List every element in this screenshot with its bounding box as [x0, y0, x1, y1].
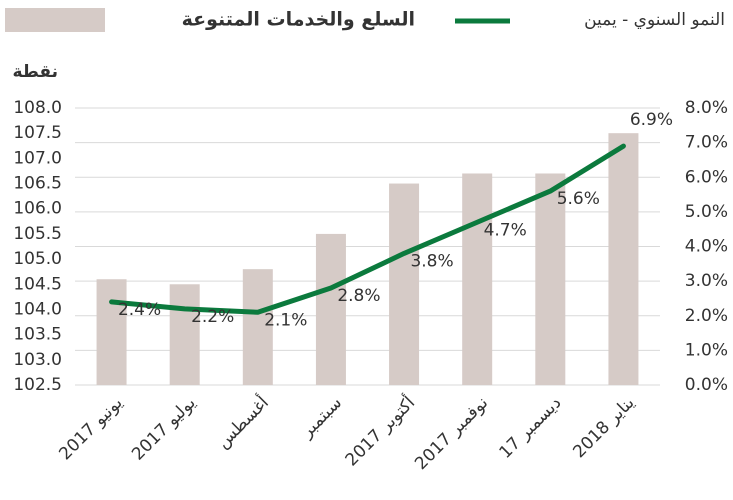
- bar: [389, 183, 420, 385]
- legend-label: السلع والخدمات المتنوعة: [182, 9, 415, 31]
- data-label: 4.7%: [484, 220, 527, 240]
- legend-swatch: [5, 8, 105, 32]
- y-tick-label: 104.0: [13, 299, 62, 319]
- line: [109, 143, 626, 315]
- bar: [462, 173, 493, 385]
- x-tick-label: أغسطس: [212, 392, 273, 453]
- y-tick-label: 107.0: [13, 148, 62, 168]
- bar: [535, 173, 566, 385]
- x-tick-label: يونيو 2017: [55, 393, 126, 464]
- x-tick-label: يناير 2018: [569, 393, 638, 462]
- y2-tick-label: 4.0%: [685, 237, 728, 257]
- data-label: 2.1%: [264, 310, 307, 330]
- y2-tick-label: 7.0%: [685, 133, 728, 153]
- y-tick-label: 108.0: [13, 98, 62, 118]
- x-tick-label: سبتمبر: [297, 393, 346, 442]
- y2-tick-label: 8.0%: [685, 98, 728, 118]
- y2-tick-label: 1.0%: [685, 340, 728, 360]
- x-tick-label: نوفمبر 2017: [411, 393, 492, 474]
- y2-tick-label: 0.0%: [685, 375, 728, 395]
- data-label: 6.9%: [630, 110, 673, 130]
- y-tick-label: 102.5: [13, 375, 62, 395]
- y-tick-label: 103.0: [13, 350, 62, 370]
- y-tick-label: 105.0: [13, 249, 62, 269]
- data-label: 2.4%: [118, 300, 161, 320]
- y-tick-label: 107.5: [13, 123, 62, 143]
- y2-tick-label: 2.0%: [685, 306, 728, 326]
- bar: [96, 279, 127, 385]
- y-axis-label: نقطة: [13, 62, 59, 82]
- bar: [169, 284, 200, 385]
- data-label: 2.8%: [337, 286, 380, 306]
- data-label: 2.2%: [191, 307, 234, 327]
- data-label: 3.8%: [410, 251, 453, 271]
- bar: [608, 133, 639, 385]
- x-tick-label: ديسمبر 17: [495, 393, 565, 463]
- y2-tick-label: 5.0%: [685, 202, 728, 222]
- legend-label: النمو السنوي - يمين: [584, 10, 725, 30]
- y-tick-label: 105.5: [13, 224, 62, 244]
- y-tick-label: 104.5: [13, 274, 62, 294]
- data-label: 5.6%: [557, 189, 600, 209]
- y-tick-label: 106.0: [13, 199, 62, 219]
- bar: [242, 269, 273, 385]
- bar: [315, 233, 346, 385]
- x-tick-label: أكتوبر 2017: [340, 392, 419, 471]
- x-tick-label: يوليو 2017: [128, 393, 200, 465]
- y2-tick-label: 3.0%: [685, 271, 728, 291]
- y-tick-label: 103.5: [13, 325, 62, 345]
- y-tick-label: 106.5: [13, 174, 62, 194]
- y2-tick-label: 6.0%: [685, 167, 728, 187]
